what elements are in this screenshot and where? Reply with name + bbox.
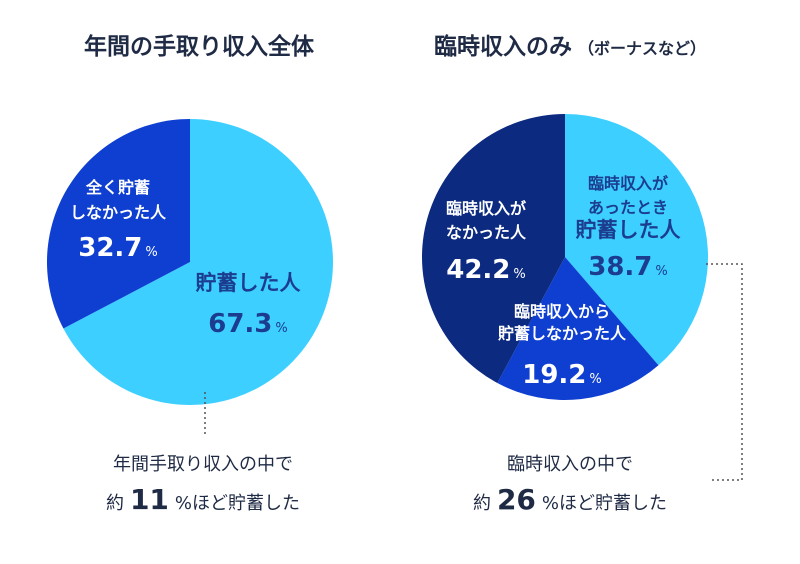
chart1-slice-1 [63,119,333,405]
chart1-slice-2 [47,119,191,329]
chart1-slice-1-unit: % [275,321,287,336]
chart2-slice-1-value-label: 38.7% [588,252,668,282]
chart2-slice-2-unit: % [589,372,601,387]
chart1-caption-prefix: 約 [106,493,124,514]
chart1-slice-2-unit: % [145,245,157,260]
chart2-slice-2-label-line-1: 臨時収入から [514,302,610,321]
chart1-slice-2-value: 32.7 [78,233,142,263]
chart1-slice-1-label-line-1: 貯蓄した人 [196,271,301,295]
chart2-slice-3-value-label: 42.2% [446,255,526,285]
chart2-slice-1-label-line-2: あったとき [588,198,668,217]
chart1-slice-2-label-line-2: しなかった人 [70,203,167,222]
chart2-slice-3-label-line-1: 臨時収入が [446,199,526,218]
chart1-caption-line1: 年間手取り収入の中で [113,454,293,475]
chart2-caption-suffix: %ほど貯蓄した [542,493,667,514]
chart2-slice-1-label-line-1: 臨時収入が [588,174,668,193]
chart2-slice-2-value-label: 19.2% [522,360,602,390]
chart2-leader-line [706,263,743,481]
chart2-slice-3 [422,114,565,383]
chart2-title-group: 臨時収入のみ （ボーナスなど） [434,33,706,60]
chart2-slice-2-label-line-2: 貯蓄しなかった人 [498,324,627,343]
chart1-caption-suffix: %ほど貯蓄した [175,493,300,514]
chart2-title: 臨時収入のみ [434,33,572,60]
chart2-slice-1-label-line-3: 貯蓄した人 [576,218,681,242]
chart2-slice-3-unit: % [513,267,525,282]
chart2-subtitle: （ボーナスなど） [578,39,706,58]
chart2-caption-prefix: 約 [473,493,491,514]
chart1-caption-line2: 約 11 %ほど貯蓄した [106,483,300,516]
chart2-slice-3-label-line-2: なかった人 [446,223,527,242]
chart1-slice-2-label-line-1: 全く貯蓄 [85,178,150,197]
chart2-caption-number: 26 [497,483,536,516]
chart1-title: 年間の手取り収入全体 [84,33,315,60]
chart2-slice-1-value: 38.7 [588,252,652,282]
chart2-slice-1-unit: % [655,264,667,279]
chart1-slice-2-value-label: 32.7% [78,233,158,263]
chart1-slice-1-value: 67.3 [208,309,272,339]
chart2-slice-2 [497,257,659,400]
chart2-caption-line1: 臨時収入の中で [507,454,633,475]
chart2-slice-3-value: 42.2 [446,255,510,285]
chart1-slice-1-value-label: 67.3% [208,309,288,339]
chart1-caption-number: 11 [130,483,169,516]
chart2-slice-2-value: 19.2 [522,360,586,390]
chart2-slice-1 [565,114,708,366]
chart2-caption-line2: 約 26 %ほど貯蓄した [473,483,667,516]
